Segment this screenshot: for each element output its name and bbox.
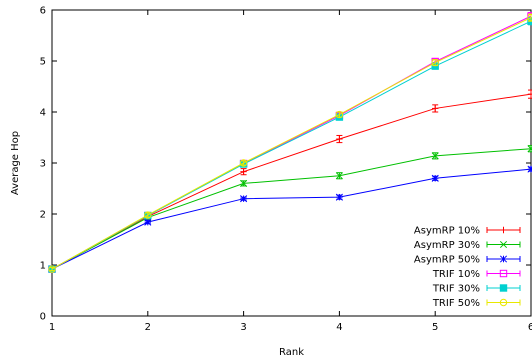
legend-marker [499, 255, 508, 263]
data-point [431, 58, 439, 67]
legend-marker [500, 226, 507, 234]
y-tick-label: 2 [40, 210, 46, 221]
y-tick-label: 1 [40, 261, 46, 272]
legend-label: AsymRP 10% [414, 226, 480, 237]
x-tick-label: 1 [49, 322, 55, 333]
data-point [527, 13, 532, 22]
data-point [335, 172, 343, 180]
error-bar [240, 160, 247, 166]
legend-marker [499, 269, 508, 278]
data-point [431, 152, 439, 160]
legend-label: AsymRP 50% [414, 255, 480, 266]
legend-item: TRIF 10% [432, 269, 521, 280]
x-axis-title: Rank [279, 347, 304, 358]
error-bar [49, 267, 55, 272]
data-point [431, 174, 439, 182]
series-trif-50 [48, 13, 532, 273]
legend-marker [499, 298, 508, 307]
x-tick-label: 6 [528, 322, 532, 333]
y-tick-label: 4 [40, 108, 46, 119]
y-tick-label: 6 [40, 6, 46, 17]
legend-marker [499, 284, 508, 292]
data-point [144, 211, 152, 219]
data-point [240, 195, 248, 203]
data-point [335, 110, 344, 119]
x-tick-label: 2 [145, 322, 151, 333]
legend-item: AsymRP 30% [414, 240, 521, 251]
series-asymrp-30 [48, 145, 532, 273]
legend-item: AsymRP 10% [414, 226, 521, 237]
data-point [527, 90, 532, 98]
series-line [51, 17, 532, 270]
data-point [48, 265, 56, 273]
data-point [335, 193, 343, 201]
legend-label: TRIF 30% [432, 284, 480, 295]
legend-item: TRIF 30% [432, 284, 521, 295]
series-line [51, 168, 532, 270]
legend-item: TRIF 50% [432, 298, 521, 309]
legend-label: AsymRP 30% [414, 240, 480, 251]
x-tick-label: 3 [240, 322, 246, 333]
y-axis-title: Average Hop [10, 131, 21, 195]
data-point [432, 105, 439, 112]
y-tick-label: 0 [40, 312, 46, 323]
series-asymrp-50 [48, 165, 532, 273]
data-point [527, 165, 532, 173]
y-tick-label: 3 [40, 159, 46, 170]
x-tick-label: 5 [432, 322, 438, 333]
data-point [239, 159, 248, 167]
data-point [144, 218, 152, 226]
error-bar [144, 212, 151, 218]
legend: AsymRP 10% AsymRP 30% AsymRP 50% TRIF 10% TR… [414, 226, 521, 309]
data-point [336, 135, 343, 143]
legend-marker [499, 240, 508, 249]
data-point [527, 145, 532, 153]
series-line [51, 148, 532, 270]
x-tick-label: 4 [336, 322, 342, 333]
y-tick-label: 5 [40, 57, 46, 68]
series-line [51, 93, 532, 270]
legend-label: TRIF 10% [432, 269, 480, 280]
legend-item: AsymRP 50% [414, 255, 521, 266]
data-point [240, 179, 248, 187]
data-point [240, 168, 247, 175]
legend-label: TRIF 50% [432, 298, 480, 309]
